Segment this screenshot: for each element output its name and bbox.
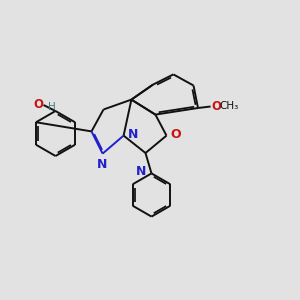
- Text: H: H: [48, 102, 56, 112]
- Text: O: O: [33, 98, 43, 111]
- Text: N: N: [97, 158, 107, 171]
- Text: O: O: [171, 128, 181, 142]
- Text: CH₃: CH₃: [219, 101, 238, 111]
- Text: N: N: [136, 165, 146, 178]
- Text: N: N: [128, 128, 138, 141]
- Text: O: O: [211, 100, 221, 113]
